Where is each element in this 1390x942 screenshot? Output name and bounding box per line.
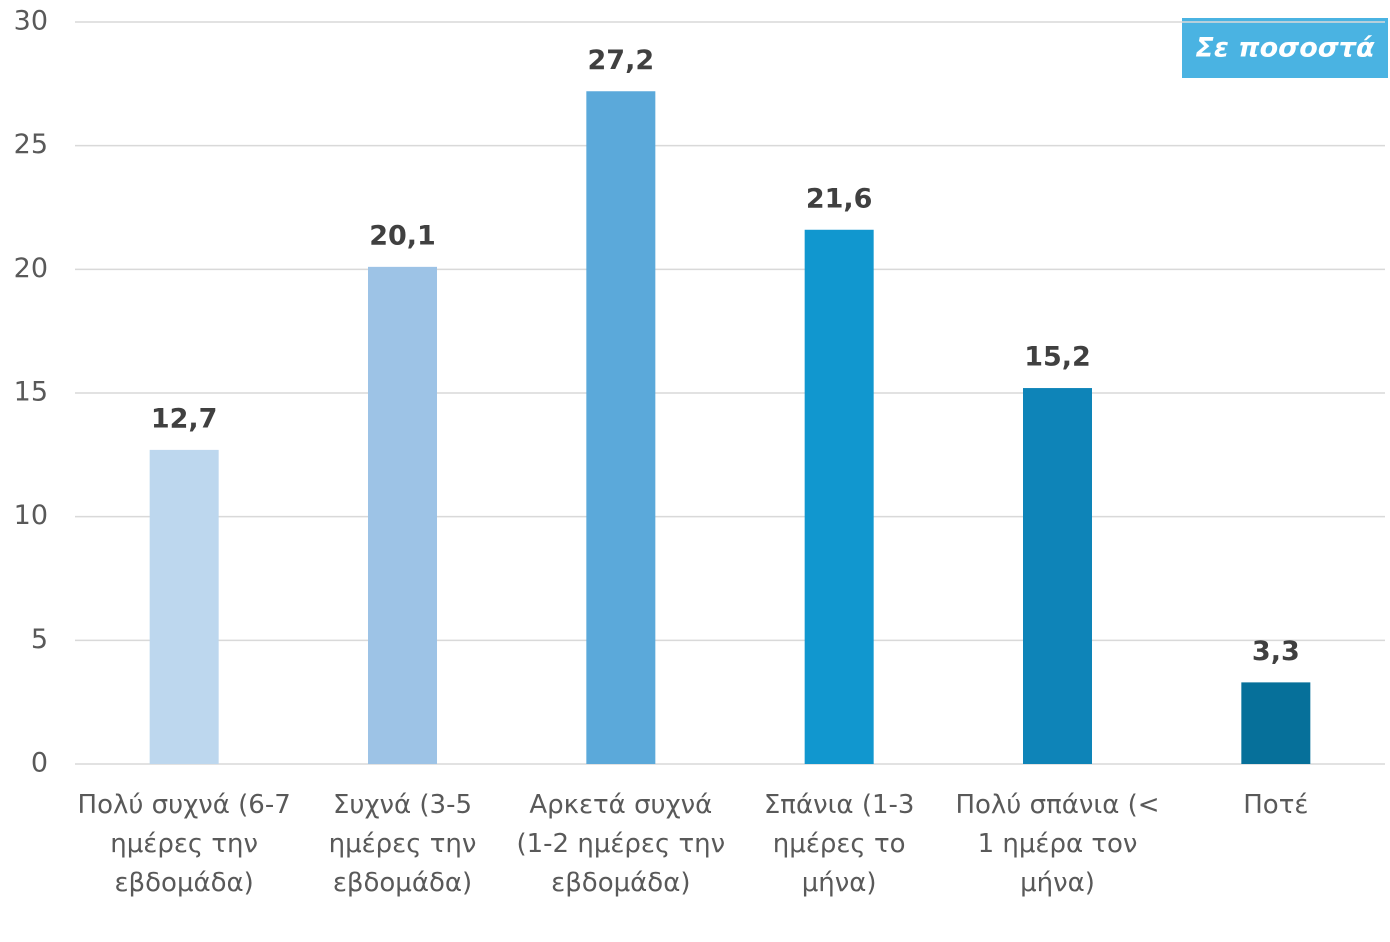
x-tick-label: Πολύ σπάνια (< 1 ημέρα τον μήνα) (955, 790, 1160, 898)
x-tick-label: Αρκετά συχνά (1-2 ημέρες την εβδομάδα) (516, 790, 726, 898)
data-label: 3,3 (1252, 636, 1300, 667)
x-tick-label: Σπάνια (1-3 ημέρες το μήνα) (763, 790, 915, 898)
bar (149, 449, 219, 764)
y-tick-label: 15 (14, 377, 48, 408)
bar (804, 229, 874, 764)
bar (586, 91, 656, 764)
y-tick-label: 30 (14, 6, 48, 37)
bar (1241, 682, 1311, 764)
x-tick-label: Ποτέ (1243, 790, 1309, 820)
x-tick-label: Πολύ συχνά (6-7 ημέρες την εβδομάδα) (77, 790, 291, 898)
bar (1023, 388, 1092, 764)
data-label: 21,6 (806, 183, 873, 214)
data-label: 27,2 (588, 45, 655, 76)
annotation-box (1182, 18, 1388, 78)
y-tick-label: 20 (14, 253, 48, 284)
data-label: 20,1 (369, 220, 436, 251)
y-tick-label: 25 (14, 129, 48, 160)
bar (368, 266, 437, 764)
y-tick-label: 10 (14, 500, 48, 531)
y-tick-label: 0 (31, 748, 48, 779)
data-label: 15,2 (1024, 342, 1091, 373)
x-tick-label: Συχνά (3-5 ημέρες την εβδομάδα) (328, 790, 477, 898)
y-tick-label: 5 (31, 624, 48, 655)
data-label: 12,7 (151, 403, 218, 434)
annotation: Σε ποσοστά (1195, 33, 1375, 64)
